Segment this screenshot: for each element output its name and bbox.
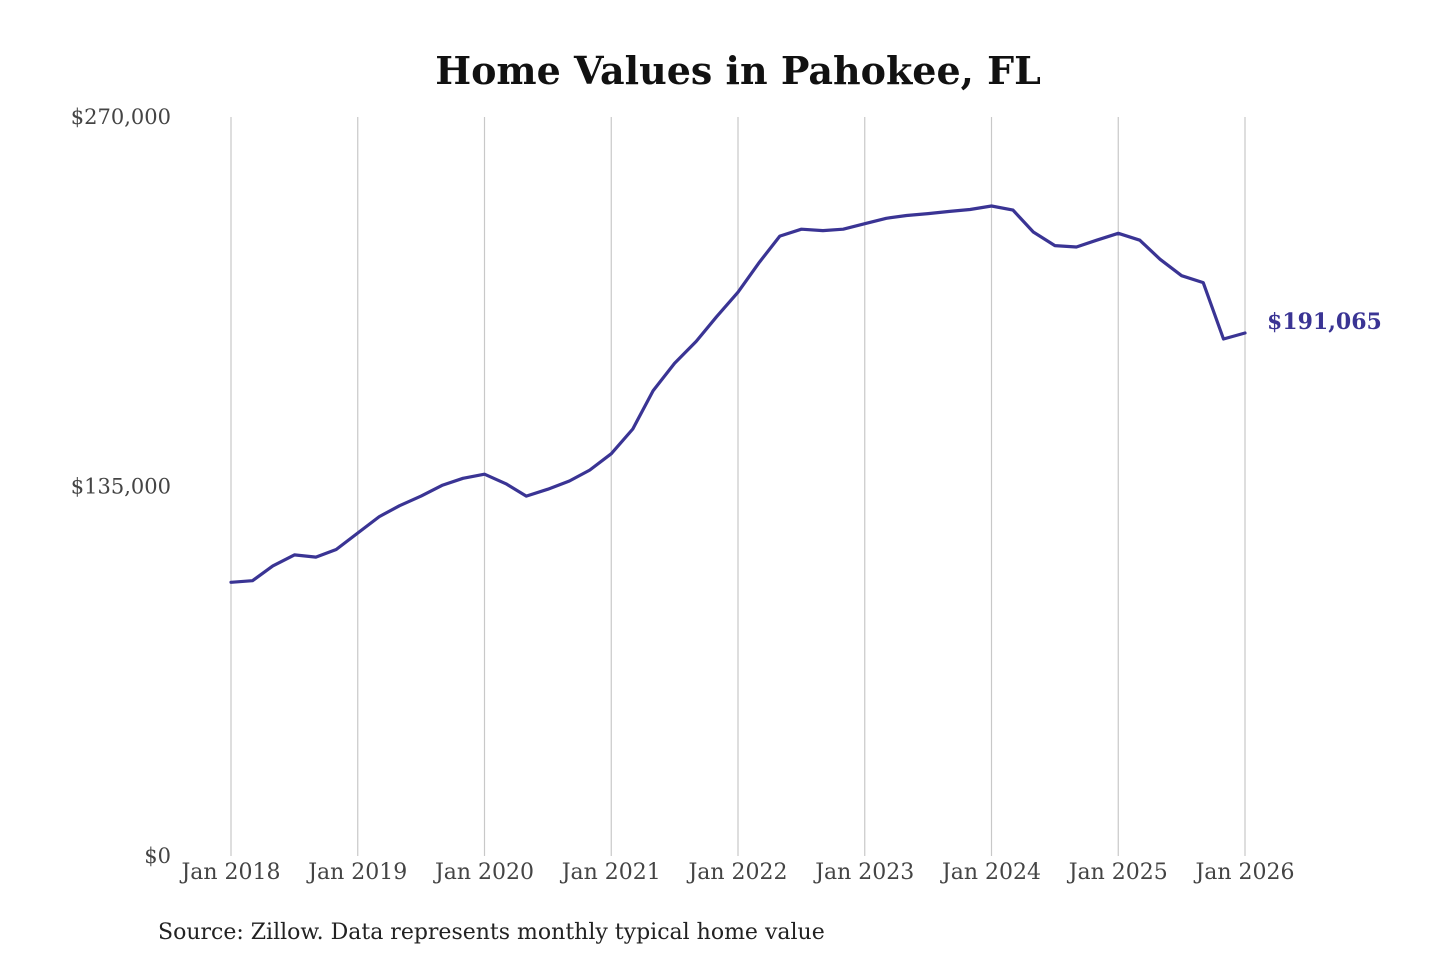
grid-lines bbox=[230, 117, 1246, 856]
y-tick-label: $135,000 bbox=[71, 475, 171, 499]
chart-title: Home Values in Pahokee, FL bbox=[435, 48, 1041, 93]
x-tick-label: Jan 2019 bbox=[306, 860, 407, 885]
x-tick-label: Jan 2025 bbox=[1067, 860, 1168, 885]
x-tick-label: Jan 2020 bbox=[433, 860, 534, 885]
x-tick-label: Jan 2023 bbox=[813, 860, 914, 885]
x-tick-label: Jan 2018 bbox=[179, 860, 280, 885]
series-layer bbox=[229, 204, 1247, 584]
x-tick-label: Jan 2024 bbox=[940, 860, 1041, 885]
source-note: Source: Zillow. Data represents monthly … bbox=[158, 920, 825, 945]
x-axis-ticks: Jan 2018 Jan 2019 Jan 2020 Jan 2021 Jan 2022… bbox=[179, 860, 1294, 885]
end-value-label: $191,065 bbox=[1267, 309, 1382, 335]
series-line bbox=[229, 204, 1247, 584]
y-tick-label: $270,000 bbox=[71, 105, 171, 129]
y-axis-ticks: $270,000 $135,000 $0 bbox=[71, 105, 171, 868]
x-tick-label: Jan 2026 bbox=[1193, 860, 1294, 885]
x-tick-label: Jan 2022 bbox=[686, 860, 787, 885]
x-tick-label: Jan 2021 bbox=[560, 860, 661, 885]
y-tick-label: $0 bbox=[144, 844, 171, 868]
